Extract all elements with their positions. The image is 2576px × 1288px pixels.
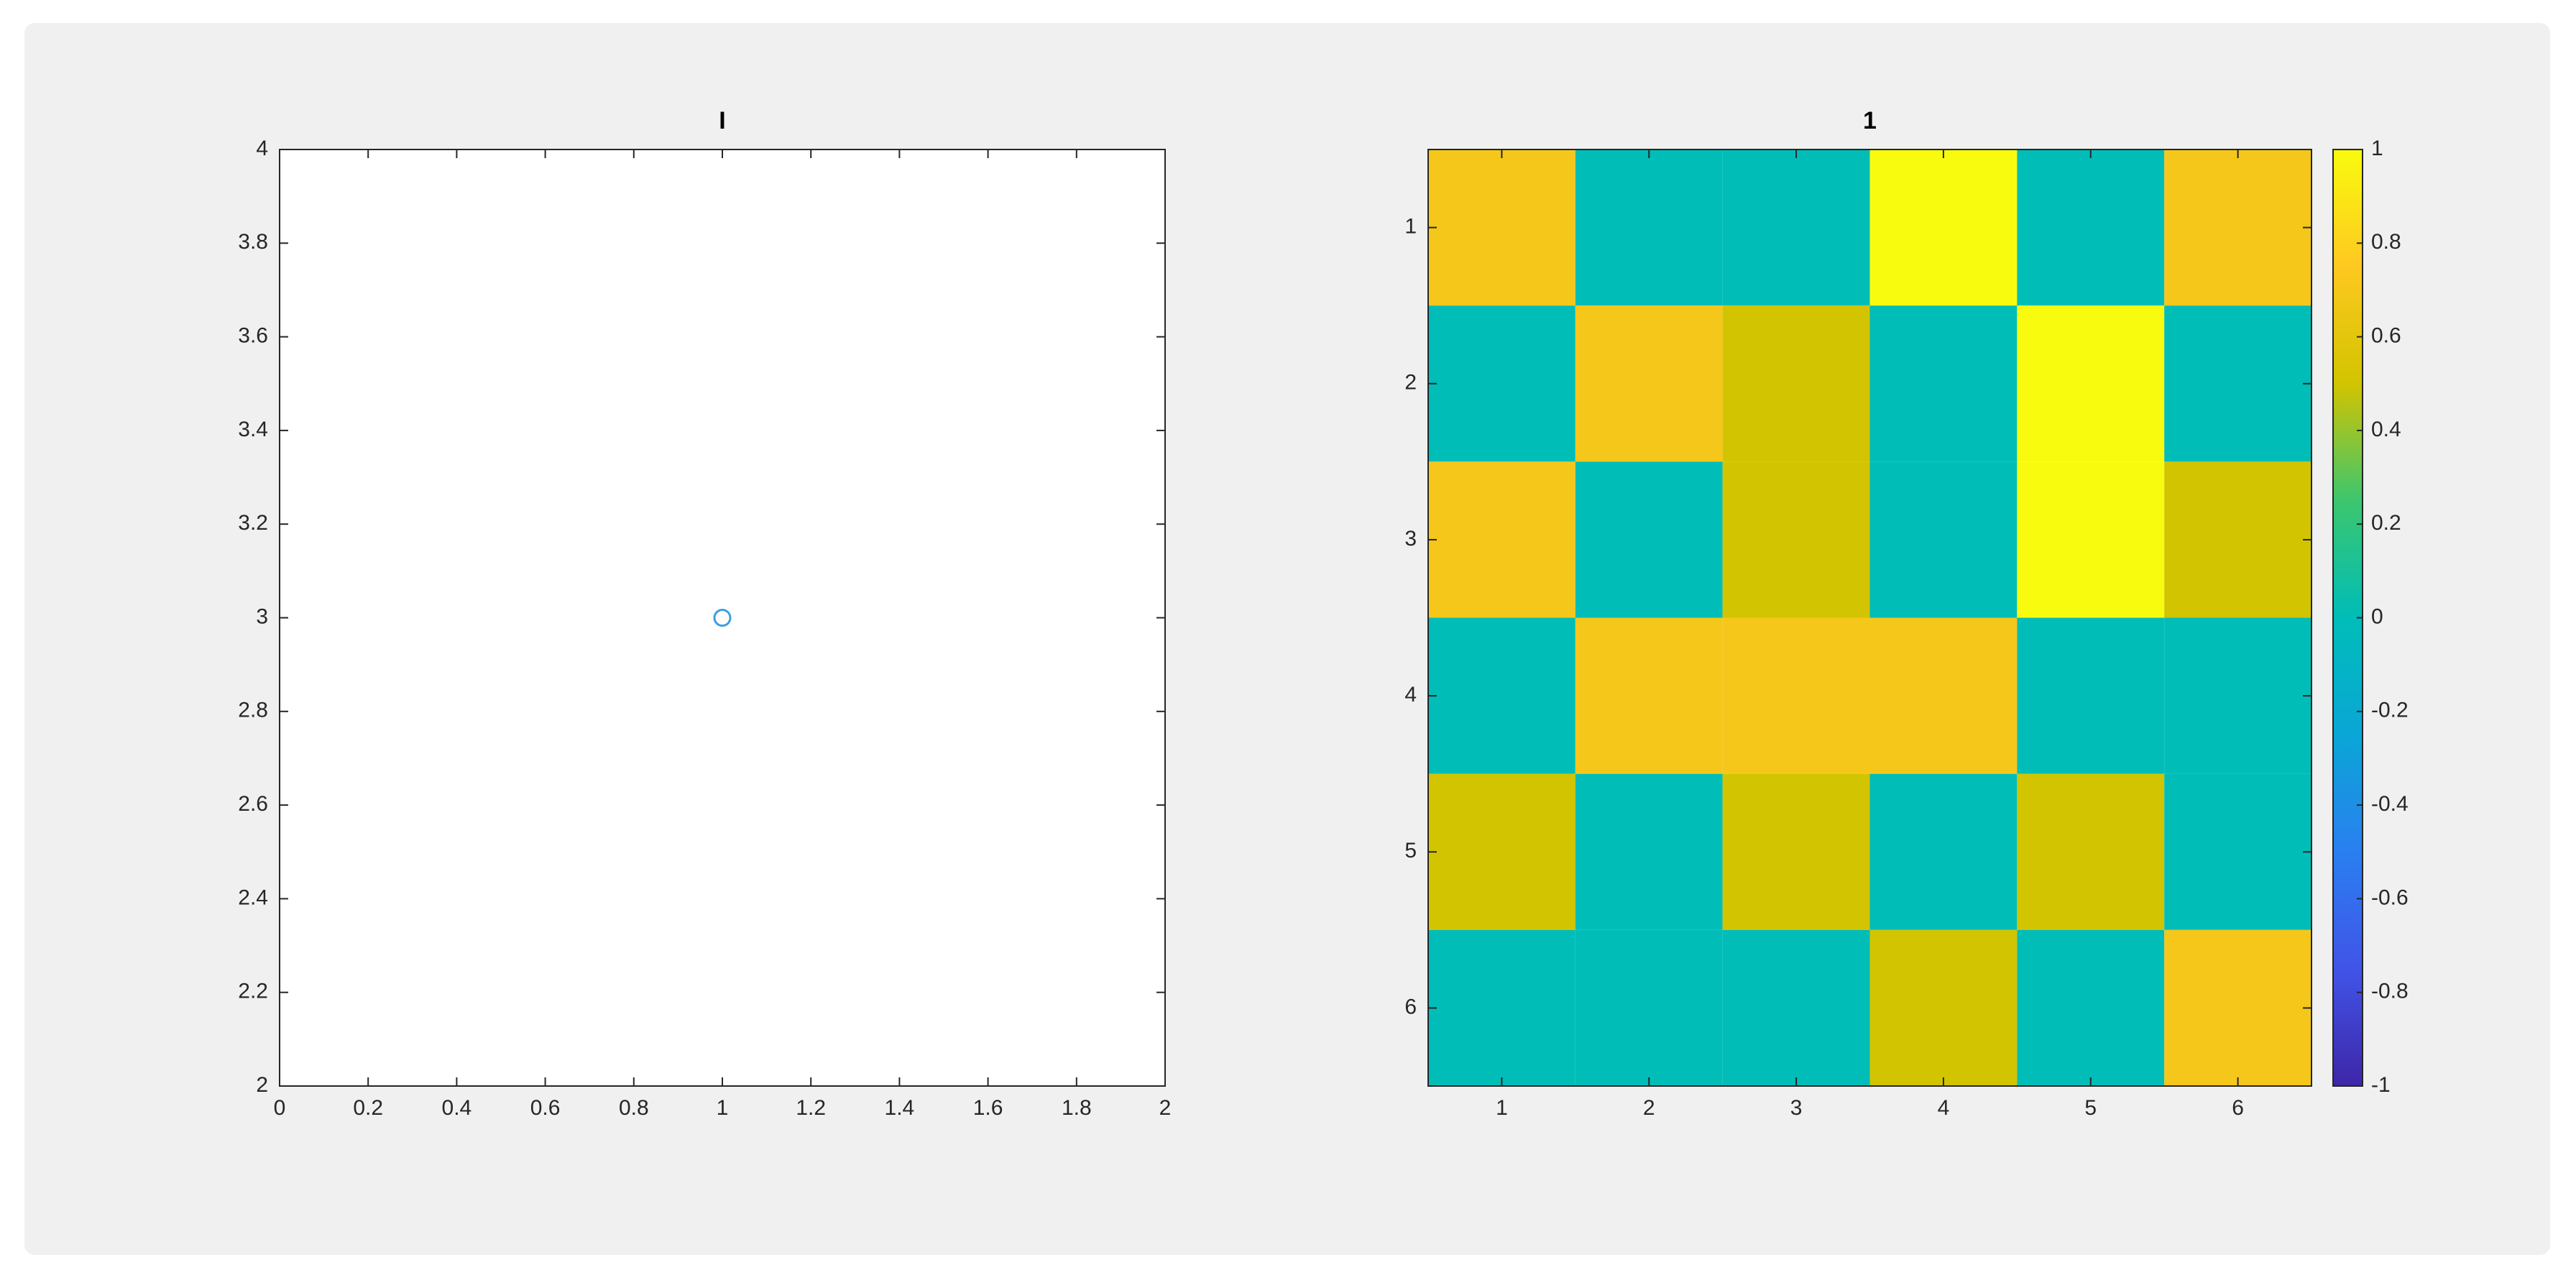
colorbar-tick-label: 0 — [2371, 604, 2383, 628]
y-tick-label: 3.6 — [238, 324, 268, 348]
heatmap-cell — [1575, 461, 1723, 618]
y-tick-label: 3.2 — [238, 511, 268, 535]
heatmap-cell — [1722, 617, 1870, 774]
y-tick-label: 1 — [1404, 215, 1417, 239]
heatmap-cell — [1869, 150, 2018, 306]
y-tick-label: 3 — [1404, 527, 1417, 551]
heatmap-cell — [2017, 929, 2165, 1086]
heatmap-cell — [2017, 617, 2165, 774]
heatmap-cell — [2017, 150, 2165, 306]
heatmap-cell — [1428, 929, 1576, 1086]
colorbar-tick-label: 1 — [2371, 137, 2383, 160]
x-tick-label: 2 — [1643, 1096, 1655, 1120]
x-tick-label: 1 — [717, 1096, 729, 1120]
heatmap-cell — [1575, 305, 1723, 462]
heatmap-cell — [2017, 773, 2165, 930]
x-tick-label: 6 — [2232, 1096, 2244, 1120]
colorbar-tick-label: 0.4 — [2371, 418, 2401, 441]
colorbar-tick-label: -1 — [2371, 1073, 2391, 1097]
heatmap-cell — [2164, 461, 2312, 618]
y-tick-label: 5 — [1404, 839, 1417, 862]
heatmap-cell — [2164, 150, 2312, 306]
heatmap-cell — [1722, 461, 1870, 618]
y-tick-label: 3 — [256, 604, 268, 628]
colorbar-tick-label: -0.2 — [2371, 699, 2409, 722]
point — [713, 609, 732, 627]
x-tick-label: 4 — [1938, 1096, 1950, 1120]
heatmap-cell — [1722, 773, 1870, 930]
heatmap-cell — [1575, 150, 1723, 306]
y-tick-label: 2.8 — [238, 699, 268, 722]
heatmap-cell — [1869, 929, 2018, 1086]
heatmap-cell — [1575, 617, 1723, 774]
y-tick-label: 4 — [256, 137, 268, 160]
heatmap-cell — [1428, 617, 1576, 774]
y-tick-label: 3.4 — [238, 418, 268, 441]
y-tick-label: 4 — [1404, 683, 1417, 707]
heatmap-cell — [2164, 773, 2312, 930]
x-tick-label: 0.2 — [353, 1096, 383, 1120]
y-tick-label: 2 — [1404, 371, 1417, 395]
x-tick-label: 0.4 — [442, 1096, 472, 1120]
heatmap-cell — [1722, 929, 1870, 1086]
heatmap-cell — [1428, 150, 1576, 306]
heatmap-cell — [2017, 461, 2165, 618]
colorbar-tick-label: -0.4 — [2371, 792, 2409, 816]
x-tick-label: 5 — [2084, 1096, 2097, 1120]
heatmap-cell — [1575, 929, 1723, 1086]
x-tick-label: 1.2 — [796, 1096, 826, 1120]
heatmap-cell — [1722, 150, 1870, 306]
x-tick-label: 1 — [1496, 1096, 1508, 1120]
chart-title: I — [719, 107, 725, 134]
heatmap-cell — [1869, 461, 2018, 618]
x-tick-label: 3 — [1790, 1096, 1803, 1120]
y-tick-label: 2.2 — [238, 980, 268, 1003]
x-tick-label: 2 — [1159, 1096, 1172, 1120]
x-tick-label: 1.8 — [1062, 1096, 1092, 1120]
heatmap-cell — [1428, 305, 1576, 462]
x-tick-label: 0.8 — [619, 1096, 649, 1120]
axes-background — [280, 150, 1165, 1086]
heatmap-cell — [1869, 617, 2018, 774]
heatmap-cell — [2164, 617, 2312, 774]
y-tick-label: 2.4 — [238, 886, 268, 909]
heatmap-cell — [2164, 929, 2312, 1086]
heatmap-cell — [2164, 305, 2312, 462]
heatmap-cell — [1869, 773, 2018, 930]
axes-box — [1427, 149, 2312, 1087]
colorbar-tick-label: 0.6 — [2371, 324, 2401, 348]
heatmap-cell — [2017, 305, 2165, 462]
y-tick-label: 6 — [1404, 995, 1417, 1018]
x-tick-label: 0.6 — [530, 1096, 561, 1120]
heatmap-cell — [1722, 305, 1870, 462]
heatmap-cell — [1869, 305, 2018, 462]
heatmap-cell — [1428, 461, 1576, 618]
colorbar-tick-label: 0.8 — [2371, 230, 2401, 254]
colorbar-tick-label: -0.6 — [2371, 886, 2409, 909]
colorbar-tick-label: 0.2 — [2371, 511, 2401, 535]
x-tick-label: 0 — [274, 1096, 286, 1120]
y-tick-label: 2 — [256, 1073, 268, 1097]
y-tick-label: 3.8 — [238, 230, 268, 254]
x-tick-label: 1.6 — [973, 1096, 1003, 1120]
axes-box — [279, 149, 1166, 1087]
colorbar-tick-label: -0.8 — [2371, 980, 2409, 1003]
chart-title: 1 — [1863, 107, 1877, 134]
heatmap-cell — [1575, 773, 1723, 930]
x-tick-label: 1.4 — [885, 1096, 915, 1120]
heatmap-cell — [1428, 773, 1576, 930]
y-tick-label: 2.6 — [238, 792, 268, 816]
